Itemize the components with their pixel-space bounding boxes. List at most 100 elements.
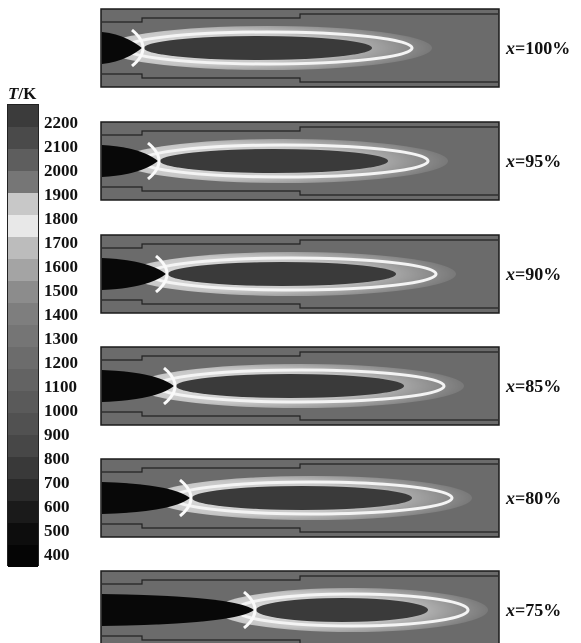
colorbar-tick-label: 1600: [44, 257, 78, 276]
colorbar-swatch: [8, 259, 38, 281]
colorbar-tick-label: 900: [44, 425, 70, 444]
case-variable: x: [506, 264, 515, 284]
colorbar-swatch: [8, 325, 38, 347]
colorbar-swatch: [8, 391, 38, 413]
cold-inlet-core: [102, 32, 142, 64]
case-variable: x: [506, 376, 515, 396]
colorbar-tick-label: 1800: [44, 209, 78, 228]
flame-anchor: [155, 254, 169, 294]
colorbar-swatch: [8, 149, 38, 171]
case-value: =90%: [515, 264, 562, 284]
case-variable: x: [506, 38, 515, 58]
colorbar-tick-label: 1000: [44, 401, 78, 420]
colorbar-swatch: [8, 127, 38, 149]
colorbar-tick-label: 1200: [44, 353, 78, 372]
colorbar-tick-label: 1900: [44, 185, 78, 204]
colorbar-tick-label: 1100: [44, 377, 78, 396]
case-variable: x: [506, 151, 515, 171]
inner-zone: [144, 36, 372, 60]
colorbar-tick-label: 1300: [44, 329, 78, 348]
colorbar-swatch: [8, 523, 38, 545]
colorbar-swatch: [8, 281, 38, 303]
lower-wall: [102, 299, 498, 309]
cold-inlet-core: [102, 482, 190, 514]
contour-panel: [100, 570, 500, 643]
colorbar-swatch: [8, 303, 38, 325]
inner-zone: [192, 486, 412, 510]
flame-anchor: [243, 590, 257, 630]
inner-zone: [160, 149, 388, 173]
contour-panel: [100, 234, 500, 314]
temperature-colorbar: [7, 104, 39, 567]
colorbar-tick-label: 2100: [44, 137, 78, 156]
colorbar-swatch: [8, 237, 38, 259]
colorbar-swatch: [8, 347, 38, 369]
colorbar-swatch: [8, 369, 38, 391]
case-value: =85%: [515, 376, 562, 396]
contour-plot: [100, 234, 500, 314]
case-value: =100%: [515, 38, 571, 58]
contour-plot: [100, 8, 500, 88]
lower-wall: [102, 73, 498, 83]
upper-wall: [102, 239, 498, 249]
colorbar-tick-label: 2000: [44, 161, 78, 180]
colorbar-variable: T: [8, 84, 19, 103]
inner-zone: [256, 598, 428, 622]
upper-wall: [102, 463, 498, 473]
flame-anchor: [179, 478, 193, 518]
contour-plot: [100, 458, 500, 538]
colorbar-swatch: [8, 215, 38, 237]
contour-panel: [100, 458, 500, 538]
colorbar-swatch: [8, 171, 38, 193]
cold-inlet-core: [102, 258, 166, 290]
cold-inlet-core: [102, 370, 174, 402]
colorbar-swatch: [8, 479, 38, 501]
case-label: x=90%: [506, 264, 561, 285]
upper-wall: [102, 13, 498, 23]
colorbar-swatch: [8, 193, 38, 215]
colorbar-tick-label: 600: [44, 497, 70, 516]
colorbar-swatch: [8, 435, 38, 457]
colorbar-tick-label: 500: [44, 521, 70, 540]
colorbar-tick-label: 800: [44, 449, 70, 468]
inner-zone: [168, 262, 396, 286]
contour-panel: [100, 346, 500, 426]
lower-wall: [102, 523, 498, 533]
case-variable: x: [506, 600, 515, 620]
flame-anchor: [147, 141, 161, 181]
colorbar-swatch: [8, 501, 38, 523]
case-value: =80%: [515, 488, 562, 508]
upper-wall: [102, 351, 498, 361]
colorbar-tick-label: 1500: [44, 281, 78, 300]
lower-wall: [102, 411, 498, 421]
upper-wall: [102, 575, 498, 585]
lower-wall: [102, 186, 498, 196]
contour-plot: [100, 121, 500, 201]
colorbar-tick-label: 2200: [44, 113, 78, 132]
colorbar-unit: /K: [18, 84, 37, 103]
colorbar-swatch: [8, 457, 38, 479]
colorbar-tick-label: 1700: [44, 233, 78, 252]
contour-plot: [100, 346, 500, 426]
colorbar-tick-labels: 2200 2100 2000 1900 1800 1700 1600 1500 1400 1300…: [44, 111, 78, 567]
case-variable: x: [506, 488, 515, 508]
colorbar-swatch: [8, 413, 38, 435]
case-label: x=85%: [506, 376, 561, 397]
colorbar-title: T/K: [8, 84, 36, 104]
colorbar-tick-label: 400: [44, 545, 70, 564]
contour-plot: [100, 570, 500, 643]
upper-wall: [102, 126, 498, 136]
cold-inlet-core: [102, 594, 254, 626]
case-value: =95%: [515, 151, 562, 171]
contour-panel: [100, 8, 500, 88]
colorbar-tick-label: 1400: [44, 305, 78, 324]
inner-zone: [176, 374, 404, 398]
flame-anchor: [131, 28, 145, 68]
cold-inlet-core: [102, 145, 158, 177]
case-label: x=75%: [506, 600, 561, 621]
case-label: x=95%: [506, 151, 561, 172]
case-label: x=80%: [506, 488, 561, 509]
colorbar-swatch: [8, 105, 38, 127]
lower-wall: [102, 635, 301, 643]
case-label: x=100%: [506, 38, 570, 59]
